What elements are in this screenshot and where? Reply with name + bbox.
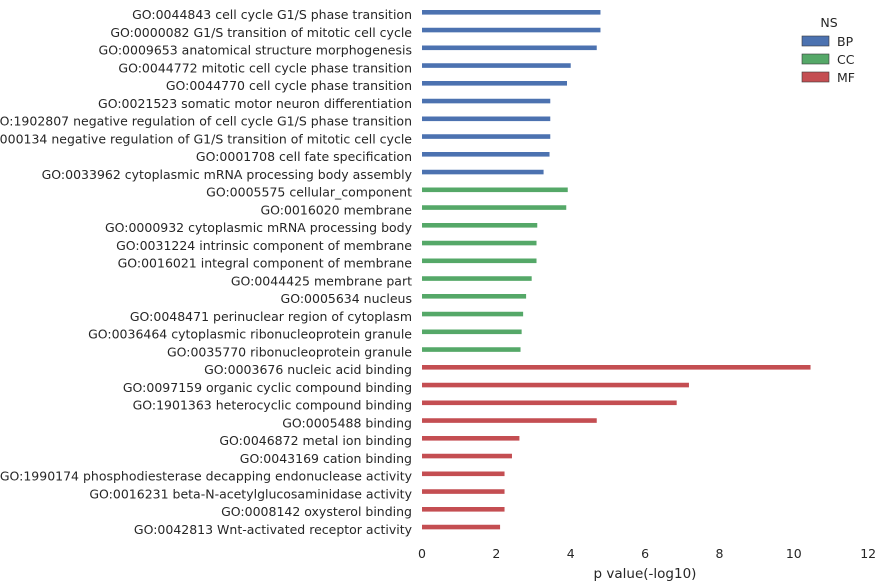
bar-bp [422,45,597,51]
bar-bp [422,98,551,104]
category-label: GO:0000932 cytoplasmic mRNA processing b… [105,220,413,235]
category-label: GO:1901363 heterocyclic compound binding [133,398,412,413]
legend-entries: BP CC MF [801,34,855,85]
legend-label-cc: CC [837,52,855,67]
bar-mf [422,471,505,477]
bar-mf [422,453,512,459]
bar-mf [422,382,689,388]
category-label: GO:0033962 cytoplasmic mRNA processing b… [42,167,413,182]
category-label: GO:0042813 Wnt-activated receptor activi… [134,522,413,537]
category-label: GO:0016231 beta-N-acetylglucosaminidase … [89,486,412,501]
bar-bp [422,116,551,122]
category-label: GO:1902807 negative regulation of cell c… [0,114,412,129]
bar-mf [422,436,520,441]
legend: NS BP CC MF [801,15,855,85]
category-label: GO:0021523 somatic motor neuron differen… [98,96,412,111]
x-tick-label: 0 [418,546,426,561]
category-label: GO:0097159 organic cyclic compound bindi… [123,380,412,395]
x-tick-label: 12 [860,546,876,561]
category-label: GO:0005634 nucleus [281,291,412,306]
bar-cc [422,311,524,317]
category-label: GO:2000134 negative regulation of G1/S t… [0,131,412,146]
x-axis-title: p value(-log10) [594,566,697,582]
x-tick-label: 10 [786,546,802,561]
category-label: GO:0016021 integral component of membran… [118,256,413,271]
bar-mf [422,365,811,370]
bar-bp [422,169,544,175]
bar-cc [422,347,521,352]
legend-swatch-bp [801,35,830,47]
category-label: GO:0044772 mitotic cell cycle phase tran… [118,60,412,75]
bar-mf [422,507,505,512]
bar-cc [422,187,568,193]
bar-bp [422,134,551,139]
bar-cc [422,276,532,281]
bar-bp [422,63,571,68]
legend-label-mf: MF [837,70,855,85]
bar-cc [422,258,537,264]
category-label: GO:0035770 ribonucleoprotein granule [167,344,412,359]
category-label: GO:0031224 intrinsic component of membra… [116,238,412,253]
category-label: GO:0044843 cell cycle G1/S phase transit… [132,7,412,22]
category-label: GO:0043169 cation binding [240,451,412,466]
bar-mf [422,524,501,530]
category-label: GO:0048471 perinuclear region of cytopla… [130,309,412,324]
category-label: GO:0044770 cell cycle phase transition [166,78,412,93]
category-labels: GO:0044843 cell cycle G1/S phase transit… [0,7,413,537]
bar-cc [422,329,522,335]
bar-mf [422,418,597,423]
category-label: GO:0000082 G1/S transition of mitotic ce… [110,25,412,40]
bar-bp [422,10,601,15]
bar-bp [422,152,550,157]
bar-mf [422,400,677,406]
x-tick-label: 2 [492,546,500,561]
x-tick-label: 8 [715,546,723,561]
category-label: GO:0044425 membrane part [231,273,412,288]
category-label: GO:0001708 cell fate specification [196,149,412,164]
category-label: GO:0003676 nucleic acid binding [204,362,412,377]
category-label: GO:0009653 anatomical structure morphoge… [99,43,412,58]
category-label: GO:0008142 oxysterol binding [221,504,412,519]
category-label: GO:0005488 binding [282,415,412,430]
bar-mf [422,489,505,494]
legend-swatch-cc [801,53,830,65]
bar-bp [422,81,568,86]
bars-layer [422,10,811,530]
category-label: GO:1990174 phosphodiesterase decapping e… [0,469,413,484]
bar-bp [422,27,601,33]
x-axis-ticks: 0 2 4 6 8 10 12 [418,546,876,561]
bar-cc [422,240,537,246]
bar-cc [422,223,538,228]
category-label: GO:0036464 cytoplasmic ribonucleoprotein… [88,327,412,342]
x-tick-label: 6 [641,546,649,561]
bar-cc [422,294,527,299]
legend-label-bp: BP [837,34,854,49]
category-label: GO:0016020 membrane [260,202,412,217]
x-tick-label: 4 [567,546,575,561]
category-label: GO:0046872 metal ion binding [219,433,412,448]
category-label: GO:0005575 cellular_component [206,185,412,200]
legend-swatch-mf [801,71,830,83]
legend-title: NS [820,15,837,30]
bar-cc [422,205,567,210]
